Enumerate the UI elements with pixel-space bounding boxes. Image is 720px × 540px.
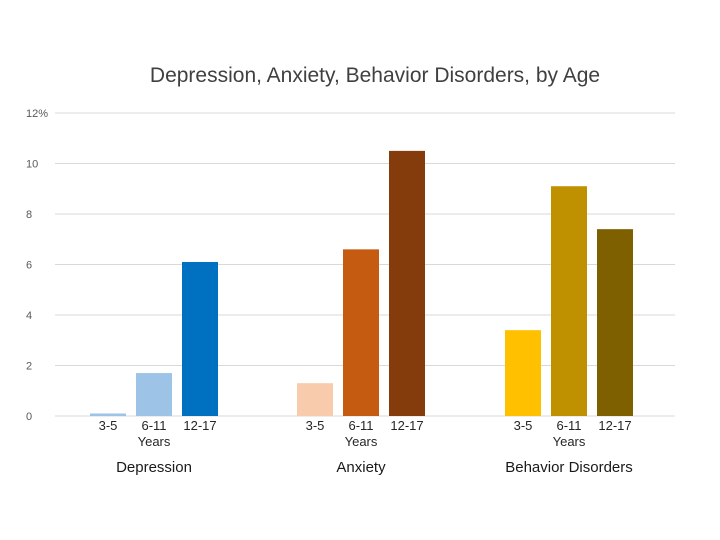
age-range-label: 12-17 [598,418,631,433]
age-range-label: 12-17 [183,418,216,433]
bar-depression-3-5 [90,413,126,416]
group-label-anxiety: Anxiety [336,459,386,476]
group-label-behavior-disorders: Behavior Disorders [505,459,633,476]
bar-anxiety-12-17 [389,150,425,416]
age-range-label: 3-5 [99,418,118,433]
bar-depression-12-17 [182,261,218,416]
bar-behavior-disorders-12-17 [597,229,633,416]
y-tick-label: 10 [26,159,38,171]
y-tick-label: 4 [26,310,32,322]
bar-anxiety-6-11 [343,249,379,416]
y-tick-label: 0 [26,411,32,423]
group-label-depression: Depression [116,459,192,476]
years-label: Years [553,434,586,449]
chart-title: Depression, Anxiety, Behavior Disorders,… [150,64,600,87]
age-range-label: 3-5 [306,418,325,433]
y-tick-label: 2 [26,361,32,373]
y-tick-label: 8 [26,209,32,221]
y-tick-label: 6 [26,260,32,272]
age-range-label: 6-11 [556,418,581,433]
age-range-label: 6-11 [141,418,166,433]
y-tick-label: 12% [26,108,48,120]
bar-behavior-disorders-3-5 [505,330,541,416]
bar-depression-6-11 [136,373,172,416]
years-label: Years [138,434,171,449]
age-range-label: 6-11 [348,418,373,433]
age-range-label: 12-17 [390,418,423,433]
age-range-label: 3-5 [514,418,533,433]
bar-behavior-disorders-6-11 [551,186,587,416]
years-label: Years [345,434,378,449]
bar-anxiety-3-5 [297,383,333,416]
